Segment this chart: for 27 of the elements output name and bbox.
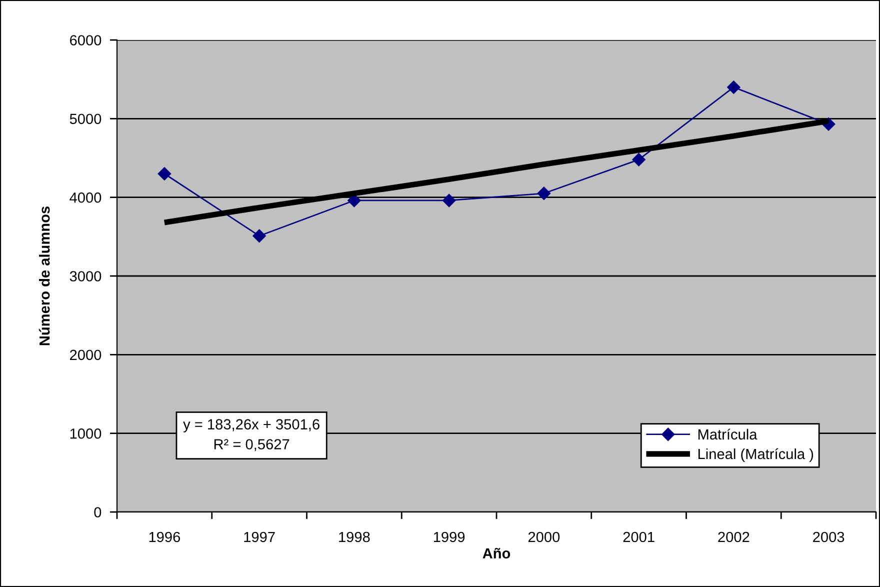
y-tick-label: 5000	[70, 114, 102, 124]
point	[158, 167, 172, 180]
point	[727, 80, 740, 94]
y-tick-label: 3000	[70, 271, 102, 282]
annotation: y = 183,26x + 3501,6 R² = 0,5627	[183, 419, 320, 452]
y-tick-label: 1000	[70, 428, 102, 439]
x-tick-label: 2000	[528, 532, 560, 542]
y-tick-label: 2000	[70, 350, 102, 360]
point	[348, 194, 361, 208]
legend-label: Matrícula	[698, 428, 758, 440]
x-tick-label: 1996	[149, 532, 180, 542]
y-tick-label: 4000	[70, 192, 102, 203]
x-tick-label: 1997	[244, 532, 275, 542]
x-tick-label: 1998	[339, 532, 370, 542]
y-tick-label: 6000	[70, 35, 102, 46]
legend-label: Lineal (Matrícula )	[698, 448, 814, 462]
x-tick-label: 2002	[718, 532, 750, 542]
point	[632, 152, 646, 166]
y-tick-label: 0	[94, 507, 102, 518]
x-tick-label: 2001	[623, 532, 654, 542]
y-axis-title: Número de alumnos	[38, 206, 50, 346]
x-tick-label: 2003	[813, 532, 844, 542]
point	[537, 186, 551, 200]
point	[442, 194, 456, 208]
point	[252, 229, 266, 242]
x-tick-label: 1999	[434, 532, 465, 542]
x-axis-title: Año	[482, 548, 510, 559]
